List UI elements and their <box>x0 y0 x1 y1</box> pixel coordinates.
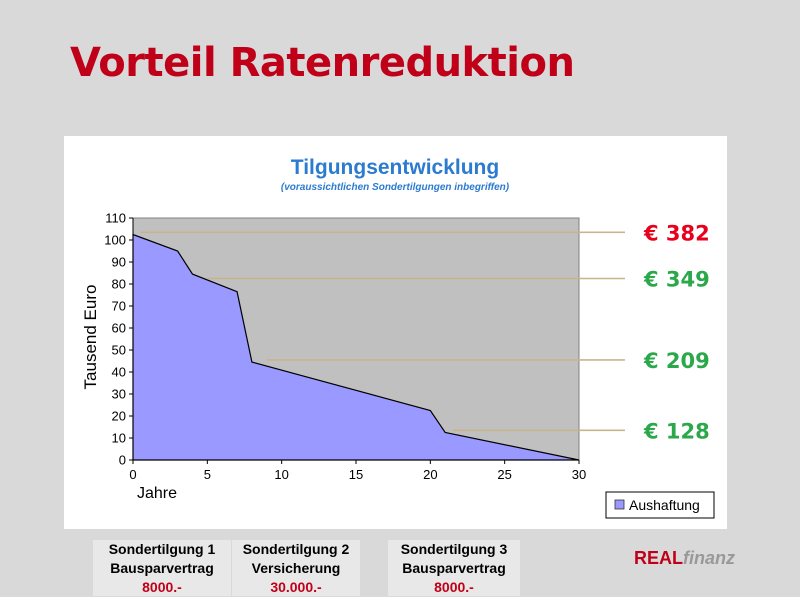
y-tick-label: 50 <box>112 343 126 358</box>
brand-part-1: REAL <box>634 548 683 568</box>
amortization-chart: Tilgungsentwicklung (voraussichtlichen S… <box>64 136 727 529</box>
x-tick-label: 30 <box>572 467 586 482</box>
note-subtitle: Bausparvertrag <box>388 559 520 578</box>
chart-panel: Tilgungsentwicklung (voraussichtlichen S… <box>64 136 727 529</box>
note-title: Sondertilgung 2 <box>232 540 360 559</box>
note-amount: 8000.- <box>388 578 520 597</box>
y-tick-label: 40 <box>112 365 126 380</box>
x-tick-label: 10 <box>274 467 288 482</box>
legend-label: Aushaftung <box>629 497 700 513</box>
slide-title: Vorteil Ratenreduktion <box>70 40 574 86</box>
y-tick-label: 70 <box>112 299 126 314</box>
rate-label: € 382 <box>643 221 710 245</box>
y-tick-label: 0 <box>119 453 126 468</box>
rate-label: € 128 <box>643 419 710 443</box>
prepayment-note-1: Sondertilgung 1 Bausparvertrag 8000.- <box>93 540 231 596</box>
x-axis-label: Jahre <box>137 485 177 502</box>
y-tick-label: 110 <box>105 211 126 226</box>
legend: Aushaftung <box>606 492 714 518</box>
legend-swatch <box>615 500 624 509</box>
y-tick-label: 100 <box>104 233 126 248</box>
brand-part-2: finanz <box>683 548 735 568</box>
y-tick-label: 80 <box>112 277 126 292</box>
y-tick-label: 90 <box>112 255 126 270</box>
rate-label: € 209 <box>643 349 710 373</box>
prepayment-note-3: Sondertilgung 3 Bausparvertrag 8000.- <box>388 540 520 596</box>
note-subtitle: Bausparvertrag <box>93 559 231 578</box>
y-tick-label: 60 <box>112 321 126 336</box>
y-tick-label: 30 <box>112 387 126 402</box>
x-tick-label: 5 <box>204 467 211 482</box>
note-amount: 30.000.- <box>232 578 360 597</box>
x-tick-label: 15 <box>349 467 363 482</box>
note-title: Sondertilgung 1 <box>93 540 231 559</box>
note-subtitle: Versicherung <box>232 559 360 578</box>
x-tick-label: 20 <box>423 467 437 482</box>
y-tick-label: 10 <box>112 431 126 446</box>
brand-logo: REALfinanz <box>634 548 735 569</box>
y-axis-label: Tausend Euro <box>81 285 100 390</box>
rate-label: € 349 <box>643 268 710 292</box>
note-amount: 8000.- <box>93 578 231 597</box>
x-tick-label: 0 <box>129 467 136 482</box>
chart-title: Tilgungsentwicklung <box>291 156 499 179</box>
prepayment-note-2: Sondertilgung 2 Versicherung 30.000.- <box>232 540 360 596</box>
note-title: Sondertilgung 3 <box>388 540 520 559</box>
y-tick-label: 20 <box>112 409 126 424</box>
chart-subtitle: (voraussichtlichen Sondertilgungen inbeg… <box>281 182 510 193</box>
x-tick-label: 25 <box>497 467 511 482</box>
